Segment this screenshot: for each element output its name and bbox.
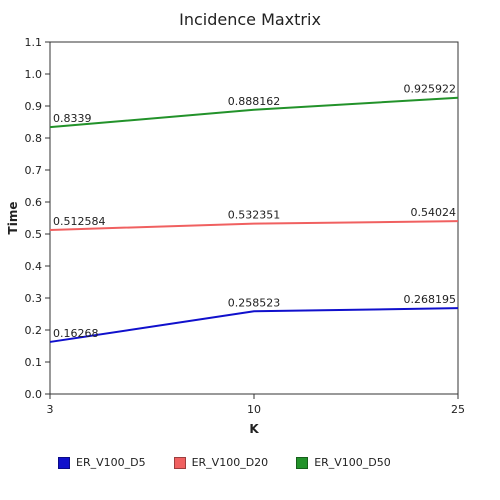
y-tick-label: 0.7: [25, 164, 43, 177]
y-tick-label: 0.9: [25, 100, 43, 113]
legend-label: ER_V100_D5: [76, 456, 146, 469]
y-axis-ticks: 0.0 0.1 0.2 0.3 0.4 0.5 0.6 0.7 0.8 0.9 1.0 1.1: [25, 36, 51, 401]
data-label: 0.16268: [53, 327, 99, 340]
y-tick-label: 0.1: [25, 356, 43, 369]
legend-item: ER_V100_D5: [58, 456, 146, 469]
legend-item: ER_V100_D20: [174, 456, 269, 469]
x-axis-label: K: [249, 422, 259, 436]
legend-swatch: [58, 457, 70, 469]
data-label: 0.888162: [228, 95, 281, 108]
data-label: 0.258523: [228, 296, 281, 309]
x-tick-label: 3: [47, 403, 54, 416]
y-tick-label: 0.0: [25, 388, 43, 401]
data-label: 0.512584: [53, 215, 106, 228]
series-line-er-v100-d5: [50, 308, 458, 342]
data-label: 0.925922: [404, 83, 457, 96]
data-label: 0.54024: [411, 206, 457, 219]
legend-label: ER_V100_D50: [314, 456, 391, 469]
y-tick-label: 1.1: [25, 36, 43, 49]
legend-item: ER_V100_D50: [296, 456, 391, 469]
y-axis-label: Time: [6, 202, 20, 235]
legend-swatch: [174, 457, 186, 469]
y-tick-label: 0.3: [25, 292, 43, 305]
y-tick-label: 0.2: [25, 324, 43, 337]
y-tick-label: 0.6: [25, 196, 43, 209]
data-label: 0.532351: [228, 209, 281, 222]
y-tick-label: 0.5: [25, 228, 43, 241]
data-label: 0.268195: [404, 293, 457, 306]
y-tick-label: 0.4: [25, 260, 43, 273]
legend-swatch: [296, 457, 308, 469]
y-tick-label: 1.0: [25, 68, 43, 81]
legend-label: ER_V100_D20: [192, 456, 269, 469]
x-tick-label: 25: [451, 403, 465, 416]
x-axis-ticks: 3 10 25: [47, 394, 466, 416]
series-line-er-v100-d20: [50, 221, 458, 230]
x-tick-label: 10: [247, 403, 261, 416]
chart-title: Incidence Maxtrix: [179, 10, 321, 29]
data-label: 0.8339: [53, 112, 92, 125]
y-tick-label: 0.8: [25, 132, 43, 145]
legend: ER_V100_D5 ER_V100_D20 ER_V100_D50: [58, 456, 391, 469]
